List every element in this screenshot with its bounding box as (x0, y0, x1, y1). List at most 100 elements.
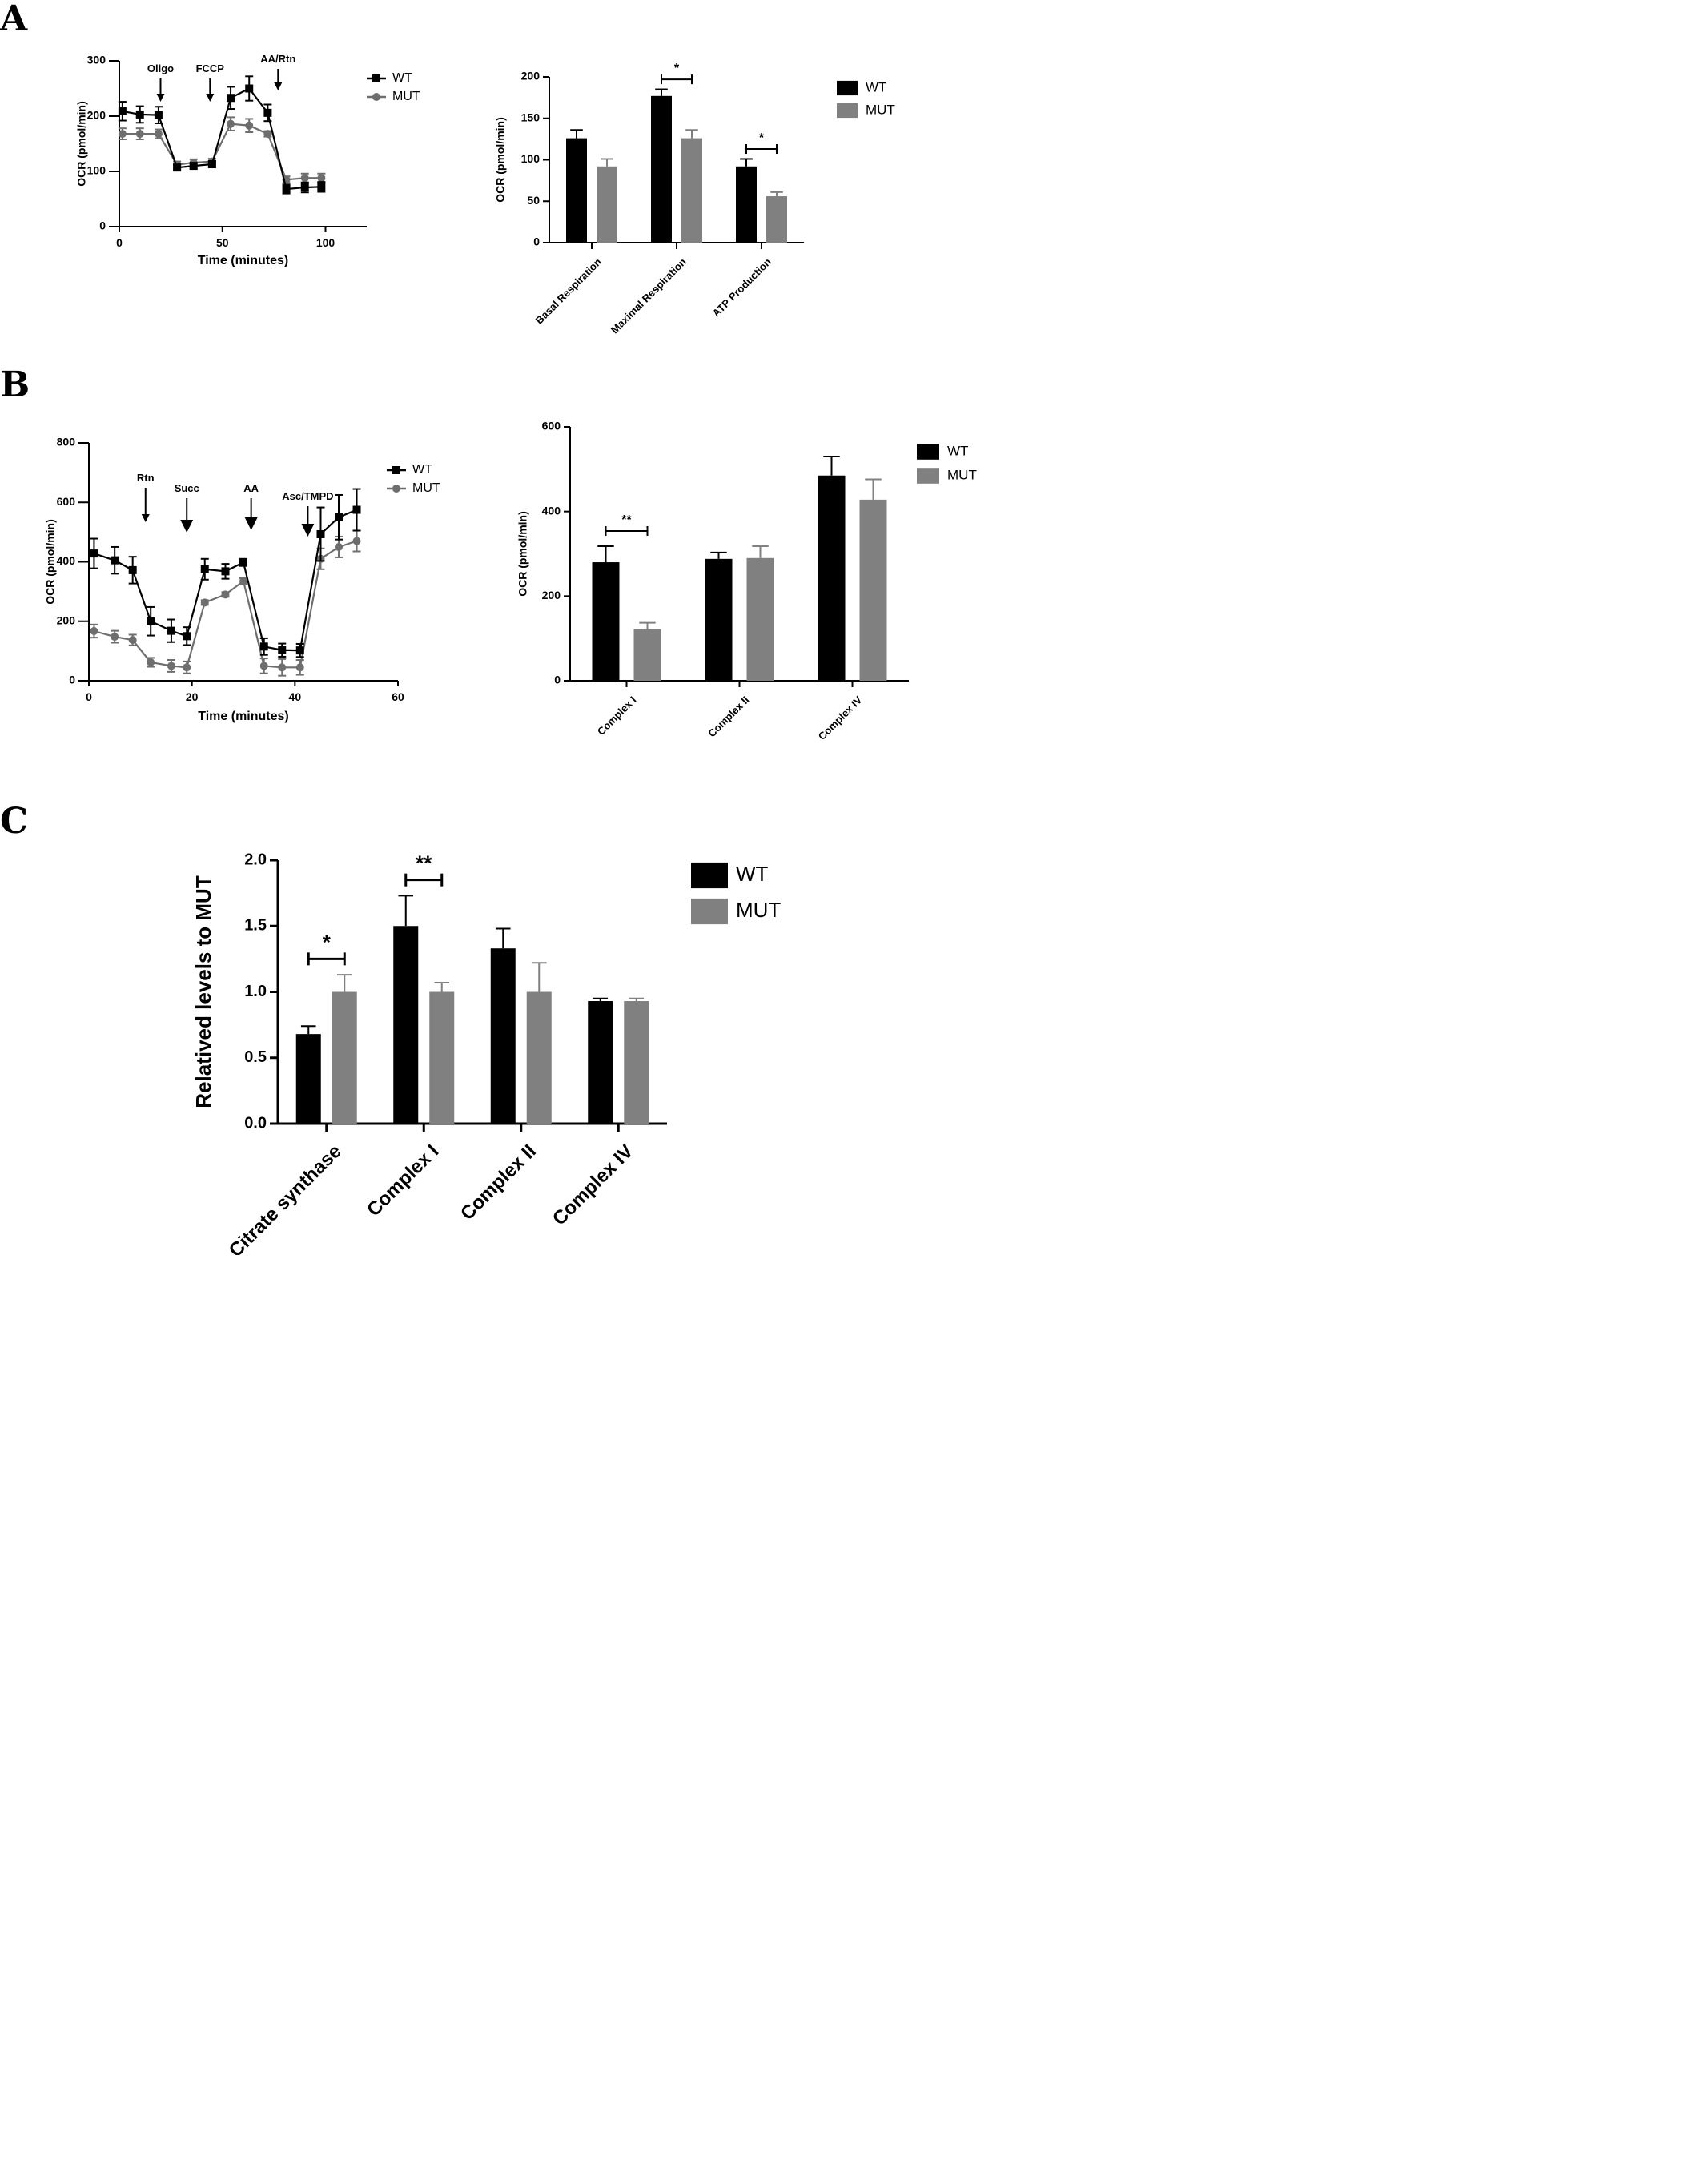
data-point-mut (300, 174, 309, 183)
significance-label: ** (621, 513, 632, 527)
y-tick-label: 0 (69, 674, 75, 686)
y-axis-label: OCR (pmol/min) (516, 511, 529, 597)
data-point-wt (207, 160, 216, 169)
data-point-wt (173, 163, 182, 172)
bar-wt (588, 1001, 613, 1124)
bar-wt (818, 475, 846, 681)
legend-swatch-wt (837, 80, 858, 96)
data-point-wt (300, 183, 309, 192)
x-category-label: Citrate synthase (225, 1140, 346, 1255)
x-tick-label: 0 (116, 236, 123, 249)
data-point-mut (167, 662, 175, 670)
data-point-wt (227, 94, 235, 103)
bar-mut (859, 499, 887, 681)
y-tick-label: 0.0 (244, 1114, 267, 1132)
data-point-wt (90, 549, 98, 558)
y-tick-label: 0 (554, 674, 561, 686)
bar-wt (705, 558, 733, 681)
x-category-label: Complex II (456, 1140, 541, 1225)
arrow-down-icon (206, 94, 215, 102)
x-tick-label: 40 (289, 690, 302, 703)
chart-a-line-ocr-timecourse: 0 100 200 300 OCR (pmol/min) 0 50 100 Time (minu… (75, 53, 420, 267)
legend-label-mut: MUT (412, 481, 440, 495)
data-point-wt (221, 567, 230, 576)
x-tick-label: 60 (392, 690, 404, 703)
data-point-mut (200, 598, 209, 607)
legend-marker-square (372, 74, 380, 82)
bar-mut (429, 991, 455, 1124)
data-point-mut (278, 663, 287, 672)
data-point-wt (259, 642, 268, 651)
y-tick-label: 200 (542, 589, 561, 601)
legend-marker-circle (392, 485, 400, 493)
bar-wt (490, 948, 516, 1124)
x-tick-label: 20 (186, 690, 199, 703)
legend-label-mut: MUT (947, 467, 977, 482)
data-point-mut (245, 121, 254, 130)
data-point-wt (263, 108, 272, 117)
data-point-mut (295, 663, 304, 672)
data-point-wt (278, 646, 287, 654)
x-category-label: Maximal Respiration (609, 255, 689, 336)
data-point-mut (227, 119, 235, 128)
data-point-wt (189, 162, 198, 171)
data-point-wt (183, 632, 191, 641)
y-axis-label: Relatived levels to MUT (191, 875, 215, 1108)
data-point-mut (183, 663, 191, 672)
data-point-wt (147, 617, 155, 625)
y-tick-label: 300 (87, 54, 106, 66)
y-tick-label: 800 (57, 436, 76, 448)
legend-label-mut: MUT (736, 898, 781, 922)
y-tick-label: 600 (542, 420, 561, 432)
data-point-wt (200, 565, 209, 573)
bar-mut (746, 557, 774, 681)
x-category-label: Complex I (595, 694, 639, 738)
panel-letter-a: A (0, 0, 28, 39)
y-tick-label: 200 (521, 70, 541, 82)
y-tick-label: 150 (521, 111, 541, 123)
legend-marker-circle (372, 93, 380, 101)
legend-label-wt: WT (947, 443, 968, 458)
bar-mut (766, 196, 787, 243)
bar-wt (566, 138, 587, 243)
y-tick-label: 200 (57, 613, 76, 626)
y-tick-label: 0 (99, 219, 106, 232)
data-point-wt (239, 558, 247, 567)
bar-mut (332, 991, 357, 1124)
legend-label-wt: WT (412, 463, 432, 477)
y-tick-label: 2.0 (244, 851, 267, 868)
bar-mut (624, 1001, 649, 1124)
data-point-wt (128, 565, 137, 574)
bar-wt (295, 1034, 321, 1124)
annotation-label: Oligo (147, 62, 174, 74)
data-point-mut (128, 636, 137, 645)
legend-swatch-mut (917, 468, 939, 484)
y-axis-label: OCR (pmol/min) (44, 519, 57, 605)
data-point-mut (147, 658, 155, 666)
data-point-mut (352, 537, 361, 545)
legend-label-wt: WT (866, 79, 886, 95)
legend-label-wt: WT (392, 71, 412, 85)
x-category-label: Basal Respiration (533, 255, 604, 326)
y-tick-label: 200 (87, 109, 106, 122)
chart-a-bar-respiration: 0 50 100 150 200 OCR (pmol/min) Basal Respirat… (494, 62, 895, 336)
y-tick-label: 0.5 (244, 1048, 267, 1066)
bar-wt (393, 926, 419, 1124)
y-axis-label: OCR (pmol/min) (494, 117, 507, 203)
data-point-mut (111, 633, 119, 642)
data-point-wt (335, 513, 344, 521)
data-point-mut (118, 130, 127, 139)
data-point-wt (245, 84, 254, 93)
significance-label: ** (416, 851, 432, 875)
x-category-label: Complex IV (549, 1140, 638, 1230)
bar-wt (592, 562, 620, 681)
x-tick-label: 100 (316, 236, 336, 249)
data-point-wt (295, 646, 304, 655)
panel-letter-c: C (0, 801, 28, 842)
chart-c-bar-relative-levels: 0.0 0.5 1.0 1.5 2.0 Relatived levels to MUT Ci… (191, 851, 782, 1255)
arrow-down-icon (180, 520, 194, 533)
x-tick-label: 50 (216, 236, 229, 249)
data-point-mut (90, 627, 98, 636)
legend-label-wt: WT (736, 862, 769, 886)
y-tick-label: 1.5 (244, 917, 267, 935)
